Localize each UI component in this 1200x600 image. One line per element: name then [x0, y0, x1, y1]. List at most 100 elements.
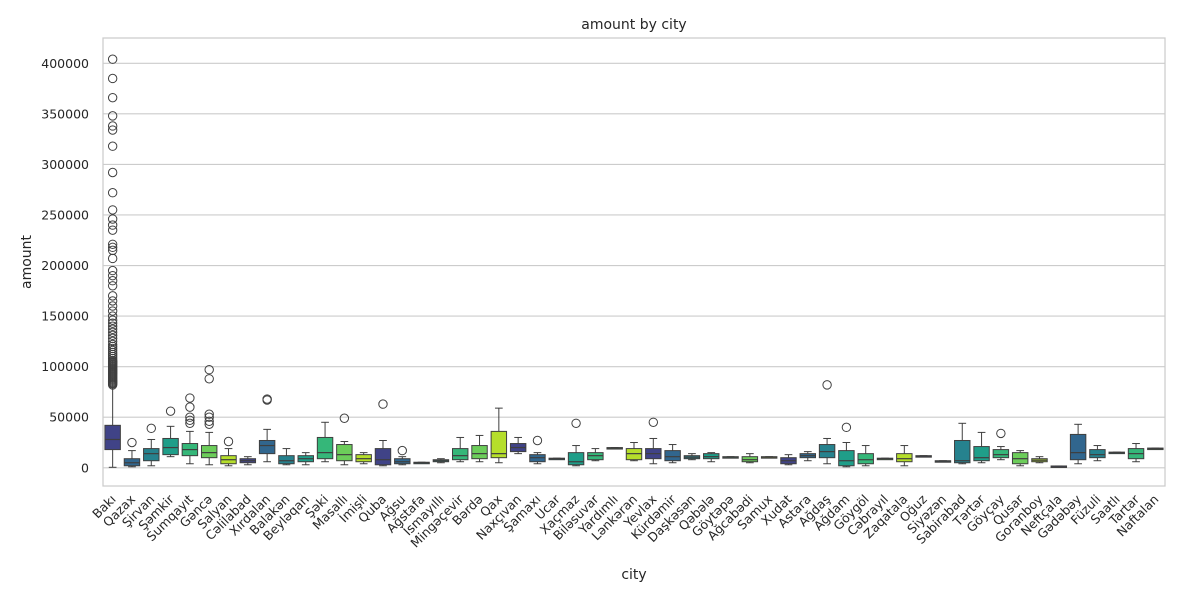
y-tick-label: 300000	[41, 157, 89, 172]
box-37	[818, 380, 836, 465]
outlier-point	[107, 214, 118, 224]
outlier-point	[185, 418, 195, 429]
box-38	[838, 422, 855, 468]
outlier-point	[185, 412, 195, 422]
box-54	[1147, 447, 1164, 451]
box-25	[587, 448, 604, 462]
box-iqr	[1089, 449, 1106, 459]
box-11	[316, 421, 334, 463]
y-tick-label: 50000	[49, 410, 89, 425]
box-18	[451, 436, 469, 463]
outlier-point	[841, 422, 852, 433]
outlier-point	[107, 296, 118, 306]
outlier-point	[107, 301, 118, 311]
box-iqr	[1069, 433, 1087, 461]
box-51	[1089, 445, 1106, 462]
outlier-point	[107, 92, 118, 103]
box-29	[664, 444, 681, 464]
box-0	[104, 54, 121, 468]
box-27	[625, 442, 643, 462]
y-tick-label: 100000	[41, 359, 89, 374]
outlier-point	[378, 399, 388, 409]
box-45	[973, 431, 990, 464]
box-50	[1069, 423, 1087, 465]
box-iqr	[258, 439, 276, 455]
outlier-point	[107, 330, 118, 341]
outlier-point	[107, 220, 118, 230]
box-iqr	[278, 455, 295, 465]
outlier-point	[107, 318, 118, 328]
plot-frame	[102, 37, 1166, 487]
outlier-point	[996, 428, 1006, 439]
box-iqr	[954, 439, 971, 464]
box-2	[143, 423, 160, 467]
outlier-point	[107, 306, 118, 316]
box-46	[992, 428, 1010, 461]
box-iqr	[336, 444, 353, 462]
outlier-point	[107, 121, 118, 131]
box-52	[1108, 451, 1125, 455]
outlier-point	[107, 327, 118, 337]
y-axis-ticks: 0 50000 100000 150000 200000 250000 300000 3500…	[41, 56, 89, 476]
outlier-point	[146, 423, 156, 434]
outlier-point	[107, 188, 118, 198]
box-iqr	[992, 449, 1010, 459]
outlier-point	[107, 245, 118, 256]
outlier-point	[107, 276, 118, 286]
box-40	[876, 457, 894, 461]
box-16	[413, 461, 430, 465]
y-tick-label: 150000	[41, 309, 89, 324]
outlier-point	[107, 333, 118, 344]
outlier-point	[339, 413, 350, 423]
box-iqr	[567, 452, 585, 466]
box-39	[857, 445, 874, 467]
box-8	[258, 394, 276, 463]
box-15	[394, 445, 411, 466]
outlier-point	[262, 394, 272, 404]
outlier-point	[165, 406, 176, 416]
box-42	[915, 455, 932, 458]
box-30	[683, 453, 701, 461]
outlier-point	[107, 311, 118, 321]
outlier-point	[107, 167, 118, 178]
box-35	[780, 454, 797, 466]
box-6	[220, 436, 237, 467]
outlier-point	[532, 435, 543, 446]
outlier-point	[397, 445, 407, 456]
outlier-point	[107, 141, 118, 151]
outlier-point	[107, 111, 118, 121]
box-iqr	[162, 437, 179, 456]
box-28	[645, 417, 662, 465]
box-20	[490, 407, 508, 464]
box-3	[162, 406, 179, 458]
outlier-point	[185, 415, 195, 425]
box-23	[548, 457, 565, 461]
box-1	[123, 437, 141, 468]
y-tick-label: 350000	[41, 106, 89, 121]
outlier-point	[107, 321, 118, 331]
y-tick-label: 200000	[41, 258, 89, 273]
box-iqr	[490, 430, 508, 459]
box-5	[200, 365, 218, 466]
outlier-point	[107, 324, 118, 334]
box-iqr	[857, 453, 874, 465]
box-iqr	[374, 448, 392, 466]
box-iqr	[104, 424, 121, 451]
box-47	[1011, 450, 1029, 467]
box-19	[471, 434, 488, 463]
box-iqr	[973, 446, 990, 462]
box-10	[297, 452, 314, 466]
y-tick-label: 250000	[41, 207, 89, 222]
outlier-point	[204, 412, 214, 422]
outlier-point	[107, 125, 118, 135]
outlier-point	[107, 336, 118, 347]
outlier-point	[204, 365, 214, 375]
outlier-point	[204, 374, 214, 384]
y-tick-label: 400000	[41, 56, 89, 71]
outlier-point	[107, 291, 118, 301]
outlier-point	[223, 436, 234, 447]
box-13	[355, 452, 372, 465]
outlier-point	[107, 239, 118, 250]
box-41	[896, 445, 913, 467]
